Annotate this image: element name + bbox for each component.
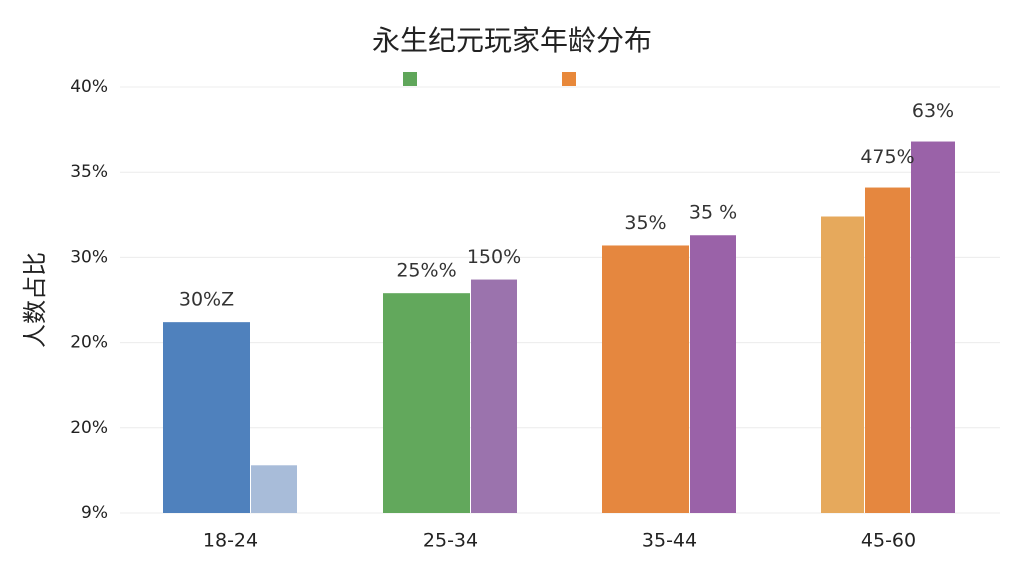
annotation: 35%	[624, 212, 666, 234]
y-axis-label: 人数占比	[21, 252, 49, 348]
bar	[471, 279, 517, 513]
bar	[865, 187, 910, 513]
legend-swatch	[562, 72, 576, 86]
bar	[690, 235, 736, 514]
bar	[383, 293, 470, 513]
annotation: 30%Z	[179, 289, 234, 311]
y-tick-label: 35%	[70, 162, 108, 182]
legend-swatch	[403, 72, 417, 86]
bar	[602, 245, 689, 514]
y-tick-label: 30%	[70, 247, 108, 267]
x-tick-label: 18-24	[203, 530, 258, 552]
annotation: 475%	[860, 146, 914, 168]
bar	[821, 216, 864, 513]
y-tick-label: 40%	[70, 77, 108, 97]
annotation: 63%	[912, 100, 954, 122]
bar	[163, 322, 250, 513]
y-tick-label: 20%	[70, 333, 108, 353]
x-tick-label: 35-44	[642, 530, 697, 552]
y-tick-label: 9%	[81, 503, 108, 523]
bar	[911, 141, 955, 513]
annotation: 25%%	[396, 260, 456, 282]
x-tick-label: 45-60	[861, 530, 916, 552]
annotation: 35 %	[689, 202, 737, 224]
chart-title: 永生纪元玩家年龄分布	[372, 24, 652, 57]
bar	[251, 465, 297, 513]
x-tick-label: 25-34	[423, 530, 478, 552]
annotation: 150%	[467, 246, 521, 268]
y-tick-label: 20%	[70, 418, 108, 438]
